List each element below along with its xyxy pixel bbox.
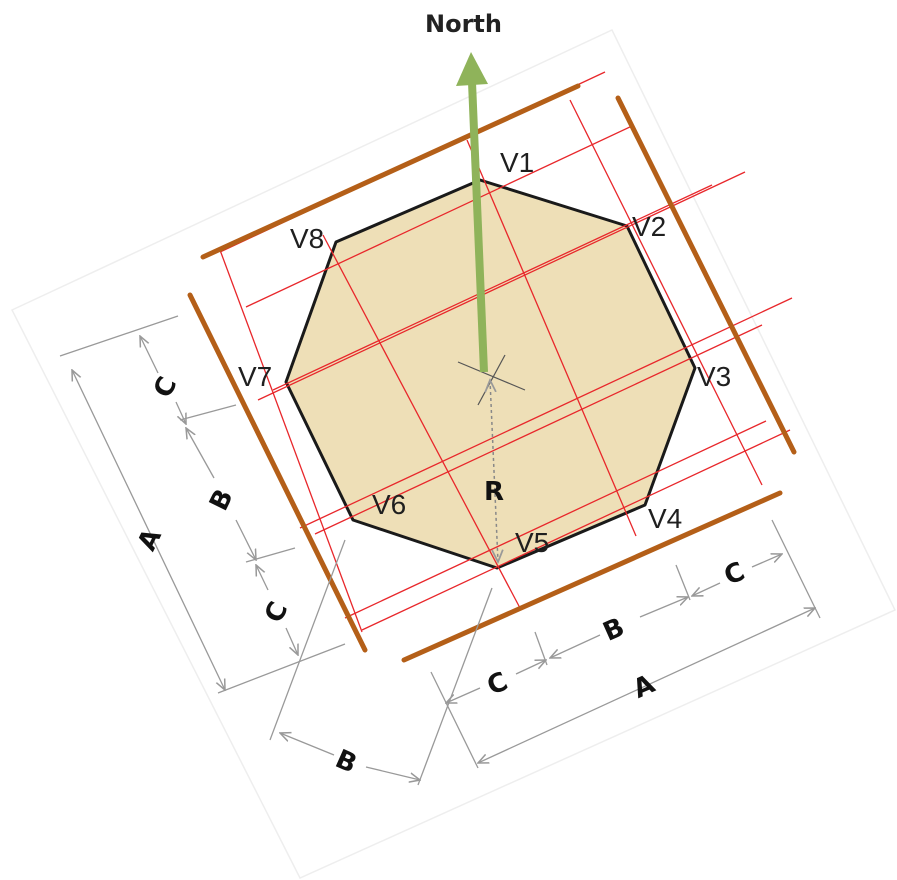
radius-line — [490, 380, 498, 562]
extra-b-dimension — [269, 539, 493, 786]
vertex-label-v7: V7 — [238, 361, 272, 392]
vertex-label-v4: V4 — [648, 503, 682, 534]
bottom-dim-a: A — [629, 669, 660, 705]
left-dim-a: A — [132, 524, 168, 555]
left-dim-b: B — [204, 485, 240, 516]
north-arrow — [456, 52, 488, 373]
left-dim-c-bottom: C — [259, 597, 294, 627]
vertex-label-v5: V5 — [515, 527, 549, 558]
vertex-label-v6: V6 — [372, 489, 406, 520]
bottom-dim-c-right: C — [720, 557, 750, 592]
bottom-dim-b: B — [599, 612, 629, 647]
vertex-label-v2: V2 — [632, 211, 666, 242]
radius-label: R — [484, 477, 504, 507]
boundary-lines — [187, 83, 797, 663]
bottom-dim-c-left: C — [483, 667, 513, 702]
vertex-label-v3: V3 — [697, 361, 731, 392]
octagon — [284, 178, 697, 570]
extra-dim-b: B — [331, 744, 361, 779]
bottom-dimensions — [430, 519, 821, 769]
left-dimensions — [59, 315, 346, 694]
vertex-label-v1: V1 — [500, 147, 534, 178]
vertex-label-v8: V8 — [290, 223, 324, 254]
north-label: North — [425, 10, 502, 38]
left-dim-c-top: C — [148, 372, 183, 402]
